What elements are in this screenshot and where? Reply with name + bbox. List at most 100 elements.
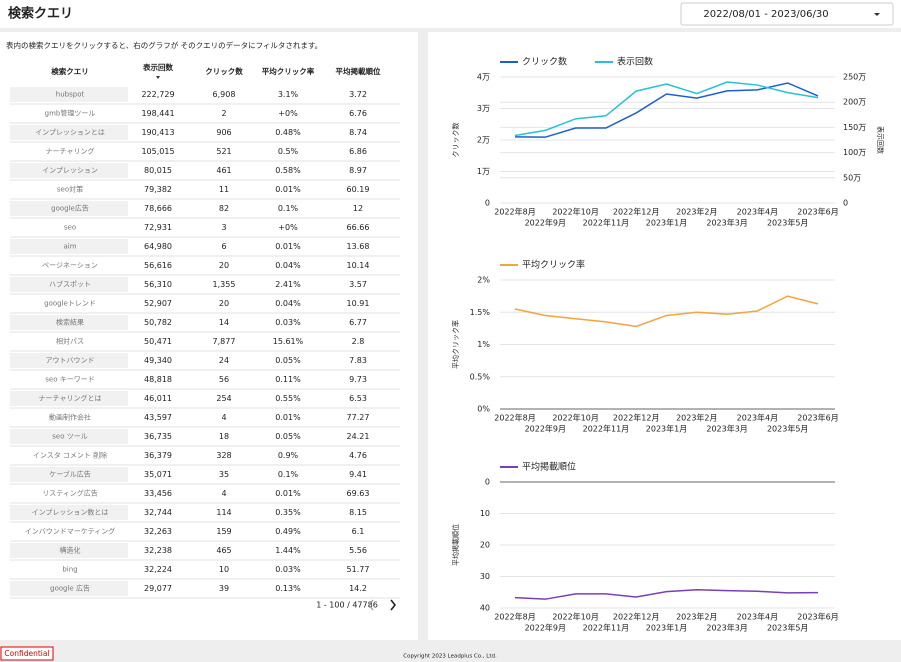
table-cell: 0.55% — [275, 394, 301, 403]
table-cell: 8.74 — [349, 128, 367, 137]
query-cell[interactable]: seo キーワード — [45, 376, 94, 384]
table-cell: 56,616 — [144, 261, 172, 270]
series-line — [514, 81, 819, 137]
y-tick-label: 0 — [485, 199, 490, 208]
query-cell-bg — [10, 581, 128, 596]
table-cell: 82 — [219, 204, 229, 213]
table-cell: 10.91 — [347, 299, 370, 308]
x-tick-label: 2023年2月 — [676, 413, 717, 423]
table-cell: 10 — [219, 565, 229, 574]
next-page[interactable] — [390, 599, 397, 611]
y-tick-label: 0.5% — [470, 372, 491, 381]
query-cell-bg — [10, 410, 128, 425]
column-header: 表示回数 — [143, 62, 173, 72]
x-tick-label: 2022年10月 — [552, 612, 599, 622]
table-cell: 0.01% — [275, 185, 301, 194]
table-cell: 3 — [221, 223, 226, 232]
confidential-box — [0, 646, 54, 661]
query-cell[interactable]: seo ツール — [52, 433, 87, 441]
date-picker[interactable] — [680, 2, 894, 26]
query-cell[interactable]: ナーチャリングとは — [39, 394, 102, 403]
query-cell[interactable]: google 広告 — [50, 584, 90, 593]
query-cell-bg — [10, 106, 128, 121]
dropdown-arrow[interactable] — [874, 13, 880, 16]
y-tick-label: 4万 — [477, 73, 490, 82]
table-cell: 36,735 — [144, 432, 172, 441]
table-cell: 2 — [221, 109, 226, 118]
query-cell[interactable]: インプレッション — [42, 167, 98, 175]
table-cell: 50,782 — [144, 318, 172, 327]
x-tick-label: 2022年10月 — [552, 207, 599, 217]
table-cell: 222,729 — [141, 90, 174, 99]
table-cell: 328 — [216, 451, 231, 460]
query-cell[interactable]: リスティング広告 — [42, 489, 98, 498]
y-tick-label: 2万 — [477, 136, 490, 145]
table-cell: 198,441 — [141, 109, 174, 118]
query-cell[interactable]: seo対策 — [57, 185, 83, 194]
table-cell: 6.86 — [349, 147, 367, 156]
x-tick-label: 2023年2月 — [676, 207, 717, 217]
prev-page[interactable] — [368, 599, 374, 611]
table-cell: 64,980 — [144, 242, 172, 251]
table-cell: 10.14 — [347, 261, 370, 270]
query-cell[interactable]: アウトバウンド — [46, 357, 95, 365]
query-cell[interactable]: seo — [64, 224, 76, 232]
table-cell: 0.13% — [275, 584, 301, 593]
query-cell-bg — [10, 562, 128, 577]
query-cell[interactable]: インプレッションとは — [35, 129, 105, 137]
table-cell: 0.35% — [275, 508, 301, 517]
query-cell[interactable]: 相対パス — [56, 337, 84, 346]
x-tick-label: 2022年9月 — [525, 424, 566, 434]
table-cell: 0.1% — [278, 470, 299, 479]
date-range[interactable]: 2022/08/01 - 2023/06/30 — [703, 9, 828, 20]
table-cell: 0.58% — [275, 166, 301, 175]
y-tick-label: 200万 — [843, 98, 866, 107]
x-tick-label: 2022年12月 — [613, 413, 660, 423]
query-cell[interactable]: インプレッション数とは — [32, 508, 109, 517]
query-cell[interactable]: aim — [63, 243, 76, 251]
table-cell: 77.27 — [347, 413, 370, 422]
query-cell[interactable]: hubspot — [56, 91, 85, 99]
table-cell: 79,382 — [144, 185, 172, 194]
table-cell: 0.48% — [275, 128, 301, 137]
table-cell: 35 — [219, 470, 229, 479]
query-cell[interactable]: ページネーション — [42, 262, 98, 270]
query-cell-bg — [10, 239, 128, 254]
table-cell: 0.9% — [278, 451, 299, 460]
query-cell[interactable]: ハブスポット — [49, 280, 91, 289]
table-cell: 6.77 — [349, 318, 367, 327]
table-cell: 4 — [221, 413, 226, 422]
table-cell: 56 — [219, 375, 229, 384]
table-cell: 32,238 — [144, 546, 172, 555]
table-cell: 50,471 — [144, 337, 172, 346]
table-cell: +0% — [278, 109, 298, 118]
query-cell[interactable]: 動画制作会社 — [49, 413, 91, 422]
table-cell: 906 — [216, 128, 231, 137]
table-cell: 0.49% — [275, 527, 301, 536]
sort-indicator — [156, 76, 160, 79]
query-cell[interactable]: ケーブル広告 — [49, 470, 91, 479]
table-cell: 72,931 — [144, 223, 172, 232]
x-tick-label: 2023年1月 — [646, 424, 687, 434]
query-cell-bg — [10, 182, 128, 197]
series-line — [514, 588, 819, 600]
query-cell[interactable]: bing — [62, 566, 77, 574]
table-cell: 35,071 — [144, 470, 172, 479]
query-cell[interactable]: 検索結果 — [56, 318, 84, 327]
y-tick-label: 20 — [480, 541, 490, 550]
query-cell[interactable]: google広告 — [51, 204, 89, 213]
query-cell[interactable]: googleトレンド — [44, 300, 96, 308]
query-cell[interactable]: インスタ コメント 削除 — [33, 451, 107, 460]
query-cell-bg — [10, 277, 128, 292]
table-cell: 48,818 — [144, 375, 172, 384]
x-tick-label: 2023年4月 — [737, 413, 778, 423]
table-cell: 465 — [216, 546, 231, 555]
query-cell[interactable]: インバウンドマーケティング — [25, 527, 115, 536]
table-cell: 8.97 — [349, 166, 367, 175]
query-cell[interactable]: ナーチャリング — [46, 147, 95, 156]
pagination: 1 - 100 / 47786 — [316, 601, 378, 610]
query-cell[interactable]: gmb管理ツール — [45, 109, 96, 118]
table-cell: 6.1 — [352, 527, 365, 536]
query-cell[interactable]: 構造化 — [60, 546, 81, 555]
query-cell-bg — [10, 543, 128, 558]
